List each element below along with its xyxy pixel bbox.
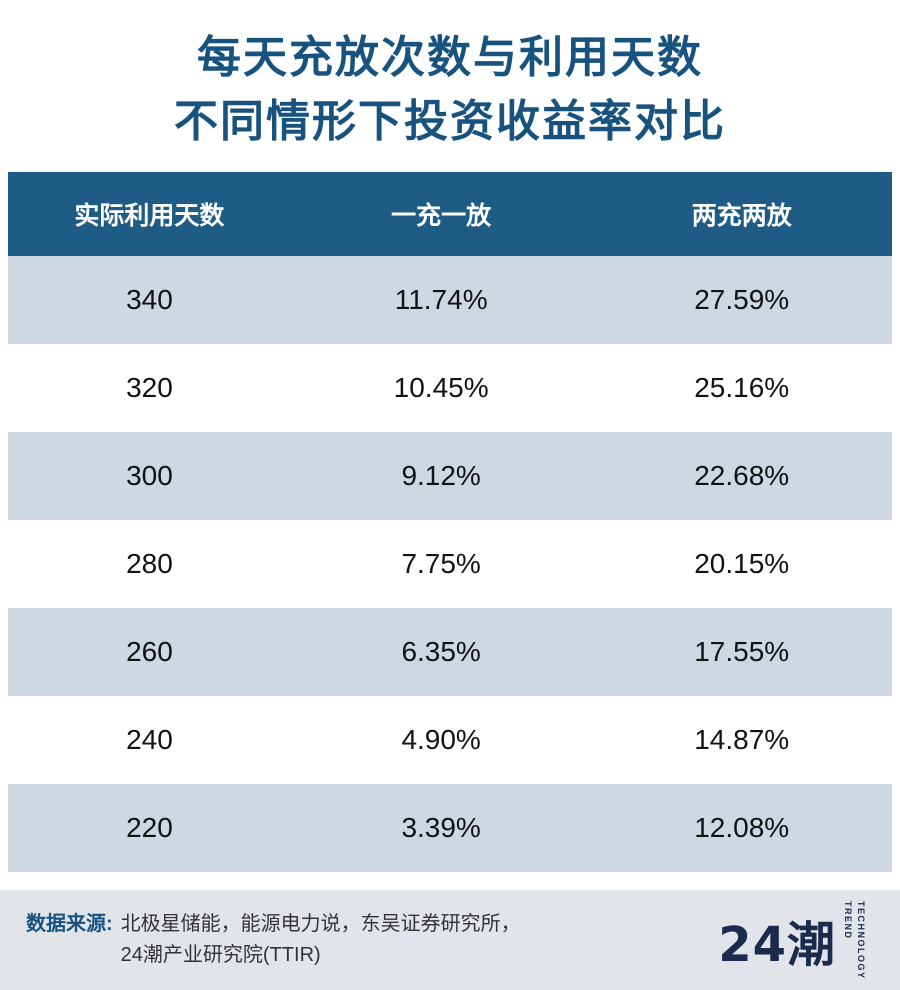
two-charge-cell: 17.55% [694, 635, 790, 667]
one-charge-cell: 4.90% [401, 723, 481, 755]
data-source-line-1: 北极星储能，能源电力说，东吴证券研究所， [120, 913, 521, 935]
footer-bar: 数据来源: 北极星储能，能源电力说，东吴证券研究所， 24潮产业研究院(TTIR… [0, 890, 900, 990]
brand-tagline-trend: TREND [843, 900, 853, 940]
one-charge-cell: 9.12% [401, 459, 481, 491]
table-row: 260 6.35% 17.55% [8, 607, 892, 696]
data-source: 数据来源: 北极星储能，能源电力说，东吴证券研究所， 24潮产业研究院(TTIR… [26, 909, 521, 971]
table-row: 320 10.45% 25.16% [8, 343, 892, 432]
returns-table: 实际利用天数 一充一放 两充两放 340 11.74% 27.59% 320 1… [8, 171, 892, 872]
header-two-charge: 两充两放 [691, 201, 792, 230]
brand-logo-wordmark: 24潮 [718, 916, 836, 973]
table-row: 340 11.74% 27.59% [8, 255, 892, 344]
brand-logo-tagline: TREND TECHNOLOGY [843, 901, 866, 980]
days-cell: 340 [126, 283, 173, 315]
two-charge-cell: 12.08% [694, 811, 790, 843]
table-header-row: 实际利用天数 一充一放 两充两放 [8, 171, 892, 256]
two-charge-cell: 27.59% [694, 283, 790, 315]
one-charge-cell: 11.74% [394, 283, 488, 315]
two-charge-cell: 20.15% [694, 547, 790, 579]
one-charge-cell: 7.75% [401, 547, 481, 579]
one-charge-cell: 10.45% [393, 371, 489, 403]
table-row: 240 4.90% 14.87% [8, 695, 892, 784]
days-cell: 260 [126, 635, 173, 667]
one-charge-cell: 6.35% [401, 635, 481, 667]
header-days: 实际利用天数 [74, 201, 225, 230]
two-charge-cell: 14.87% [694, 723, 790, 755]
two-charge-cell: 22.68% [694, 459, 790, 491]
brand-logo: 24潮 TREND TECHNOLOGY [718, 901, 866, 980]
two-charge-cell: 25.16% [694, 371, 790, 403]
data-source-label: 数据来源: [26, 913, 113, 935]
days-cell: 300 [126, 459, 173, 491]
brand-tagline-technology: TECHNOLOGY [856, 900, 866, 980]
header-one-charge: 一充一放 [391, 201, 492, 230]
one-charge-cell: 3.39% [401, 811, 481, 843]
data-source-text: 北极星储能，能源电力说，东吴证券研究所， 24潮产业研究院(TTIR) [121, 909, 521, 971]
title-line-2: 不同情形下投资收益率对比 [174, 96, 726, 146]
table-row: 220 3.39% 12.08% [8, 783, 892, 872]
days-cell: 280 [126, 547, 173, 579]
page-title: 每天充放次数与利用天数 不同情形下投资收益率对比 [0, 0, 900, 154]
days-cell: 220 [126, 811, 173, 843]
table-row: 280 7.75% 20.15% [8, 519, 892, 608]
days-cell: 240 [126, 723, 173, 755]
title-line-1: 每天充放次数与利用天数 [197, 33, 703, 82]
days-cell: 320 [126, 371, 173, 403]
table-row: 300 9.12% 22.68% [8, 431, 892, 520]
data-source-line-2: 24潮产业研究院(TTIR) [120, 944, 321, 966]
